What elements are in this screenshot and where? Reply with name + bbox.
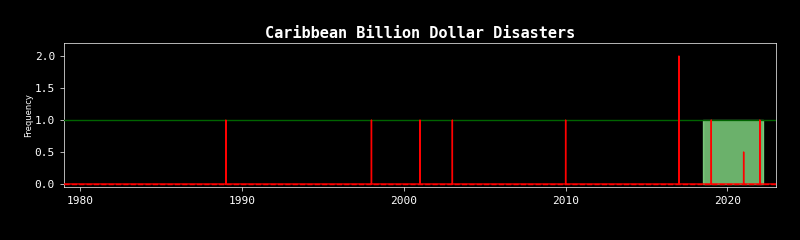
Y-axis label: Frequency: Frequency bbox=[24, 93, 34, 137]
Title: Caribbean Billion Dollar Disasters: Caribbean Billion Dollar Disasters bbox=[265, 26, 575, 41]
